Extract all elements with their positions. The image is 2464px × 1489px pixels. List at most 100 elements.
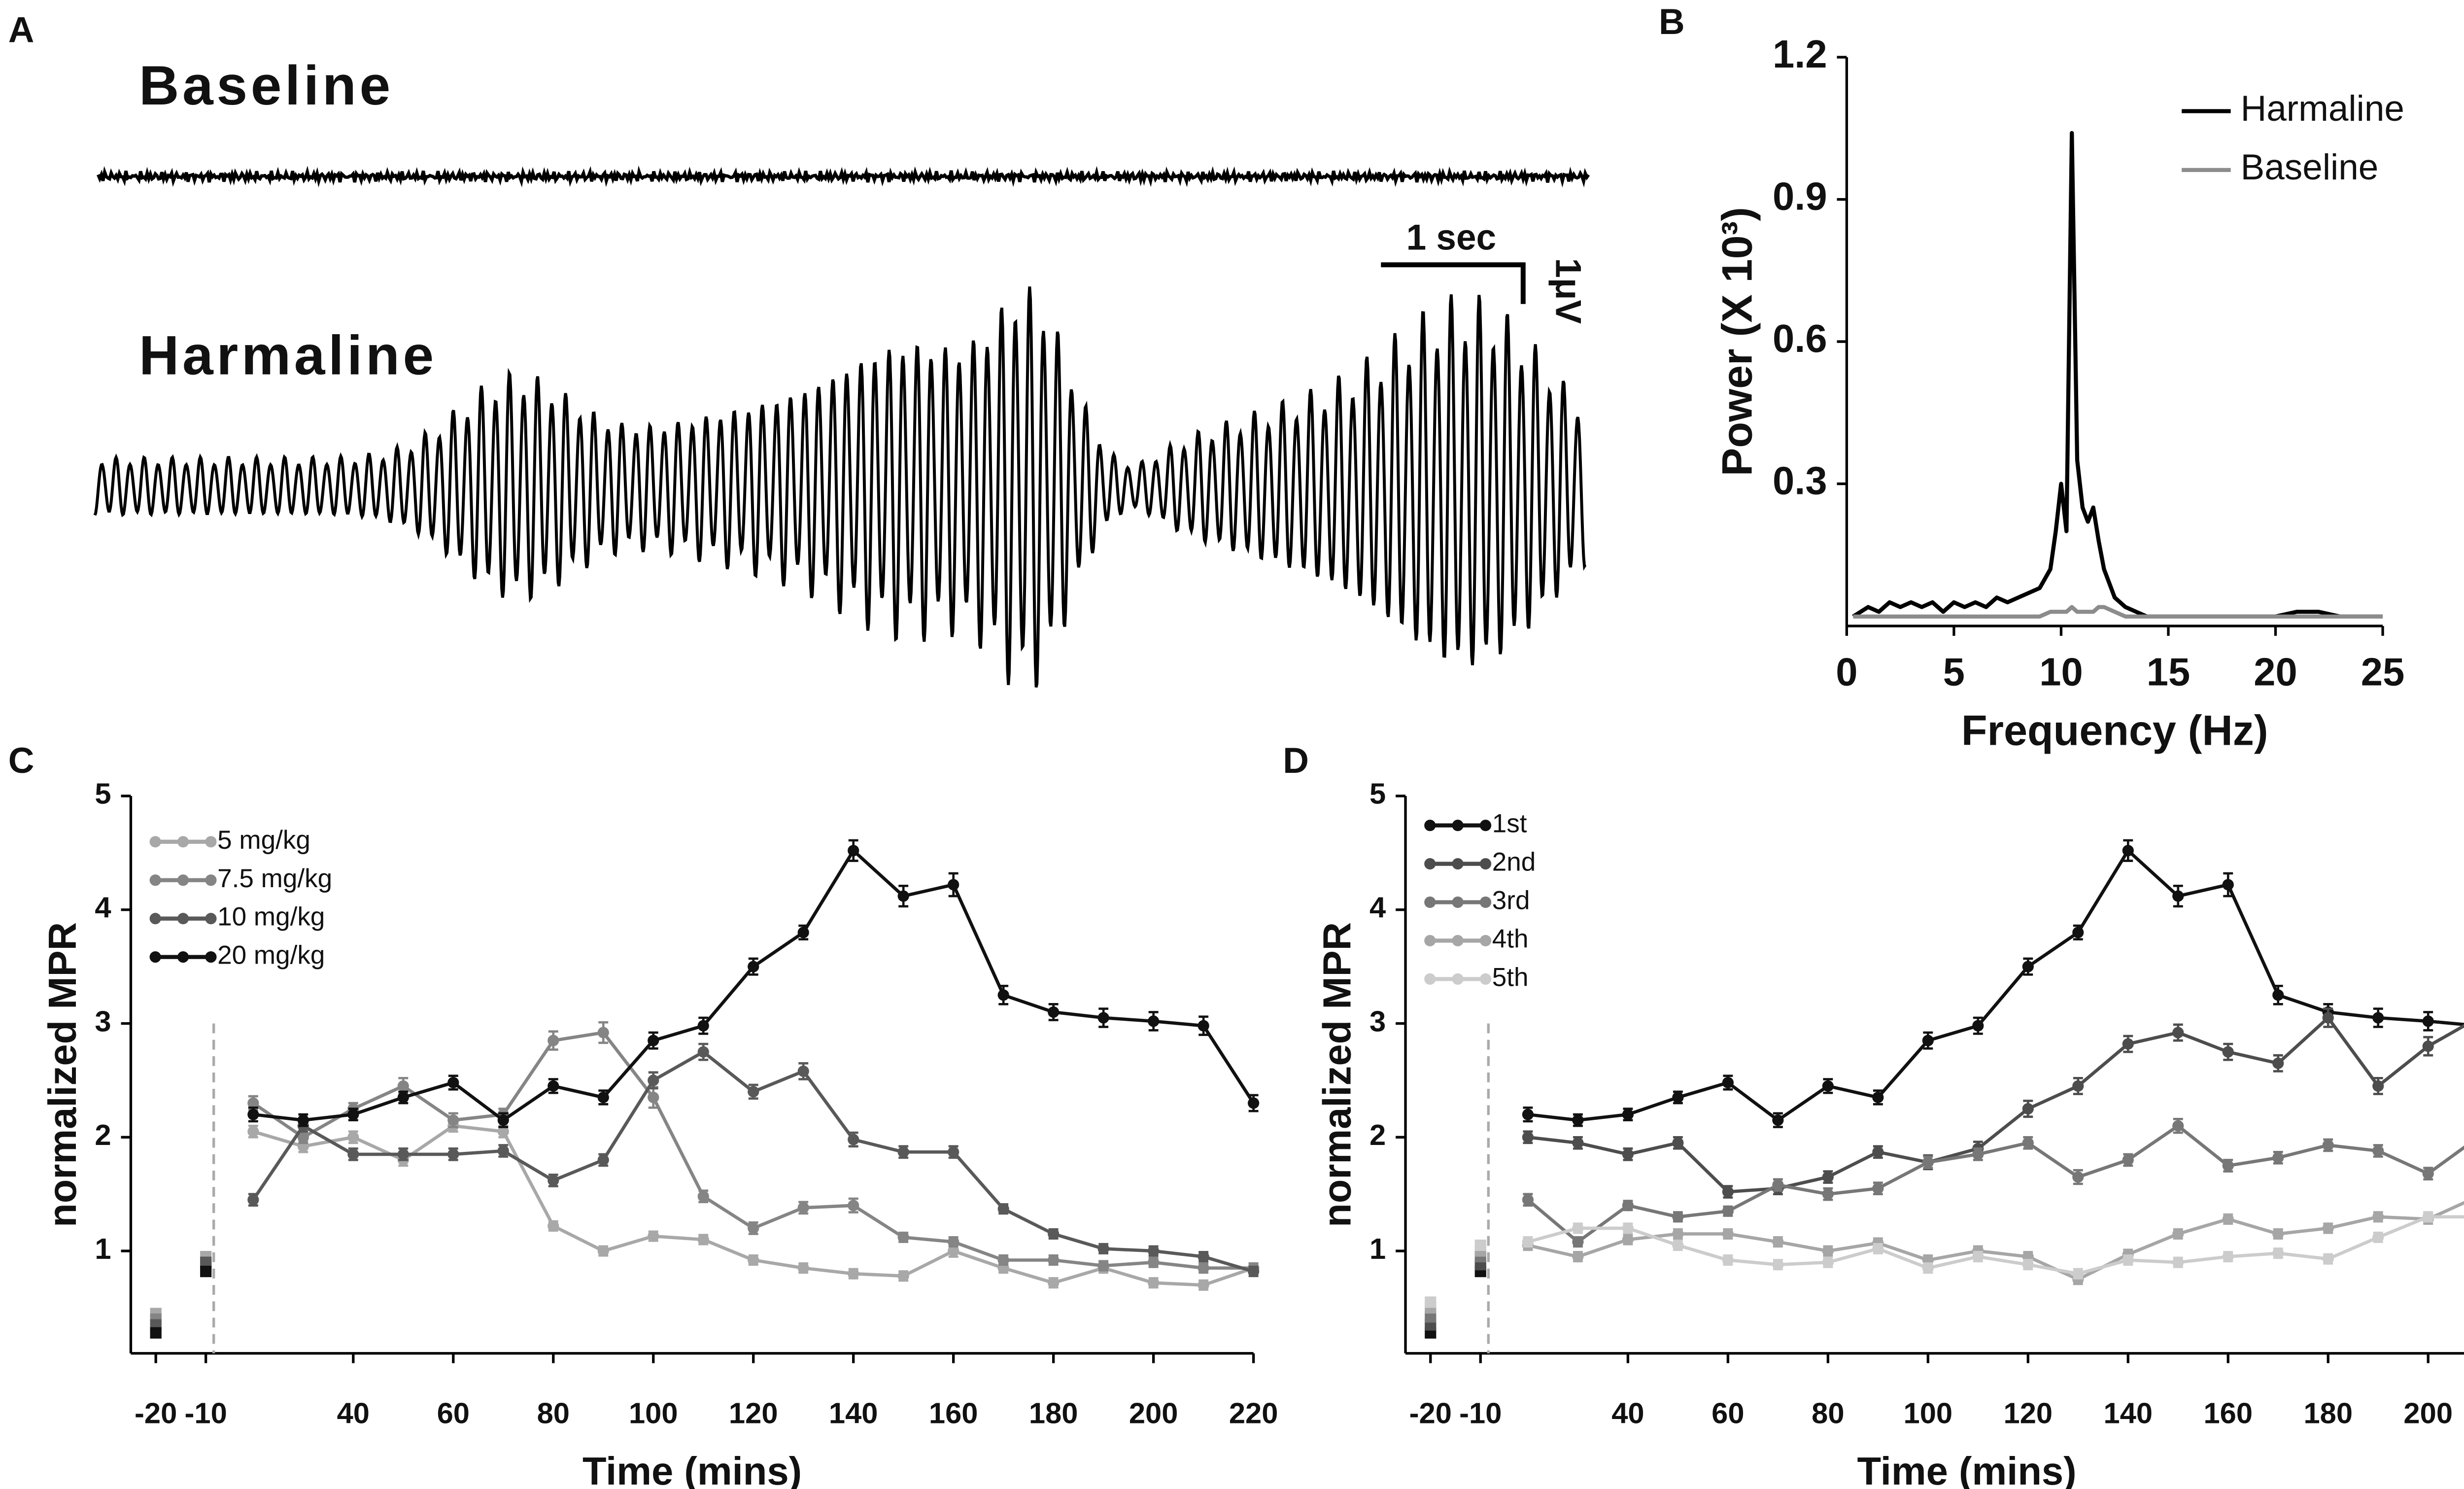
legend-dot [177, 913, 189, 925]
panel-label: A [8, 10, 34, 50]
marker [397, 1091, 409, 1104]
x-tick-label: 80 [537, 1397, 570, 1430]
x-tick-label: 5 [1943, 650, 1965, 694]
marker [297, 1114, 309, 1126]
marker [1148, 1256, 1160, 1268]
y-axis-label: Power (X 10³) [1714, 207, 1761, 476]
panel: C 1 2 3 4 5 -20 -10 40 60 80 100 120 140 160 180 200 220 T… [8, 741, 1278, 1489]
y-tick-label: 5 [95, 777, 111, 810]
legend-dot [177, 951, 189, 963]
marker [1772, 1236, 1784, 1248]
marker [948, 1245, 959, 1257]
marker [1198, 1262, 1209, 1274]
marker [2172, 1256, 2184, 1268]
marker [748, 961, 759, 972]
marker [2072, 927, 2084, 938]
series-line [1527, 1201, 2464, 1281]
marker [548, 1035, 559, 1046]
marker [397, 1080, 409, 1092]
marker [2122, 1038, 2134, 1050]
marker [1772, 1259, 1784, 1271]
marker [2072, 1171, 2084, 1183]
marker [347, 1148, 359, 1160]
x-tick-label: 10 [2039, 650, 2083, 694]
y-tick-label: 5 [1369, 777, 1386, 810]
legend-dot [1424, 935, 1436, 947]
marker [1972, 1148, 1984, 1160]
y-tick-label: 0.9 [1773, 174, 1827, 218]
legend-label: Harmaline [2241, 89, 2404, 129]
marker [1922, 1156, 1934, 1168]
legend-dot [149, 874, 161, 886]
marker [897, 1146, 909, 1158]
marker [2022, 1259, 2034, 1271]
marker [697, 1046, 709, 1058]
marker [2422, 1040, 2434, 1052]
marker [748, 1222, 759, 1234]
marker [948, 1146, 959, 1158]
marker [1522, 1108, 1534, 1120]
marker [697, 1234, 709, 1246]
marker [1872, 1091, 1884, 1104]
y-tick-label: 3 [1369, 1004, 1386, 1038]
legend-dot [149, 951, 161, 963]
marker [1672, 1091, 1684, 1104]
marker [1048, 1006, 1060, 1018]
marker [1198, 1250, 1209, 1263]
legend-label: 20 mg/kg [217, 941, 325, 970]
legend-dot [1424, 820, 1436, 831]
legend-label: 3rd [1492, 886, 1530, 915]
marker [897, 1231, 909, 1243]
marker [2422, 1015, 2434, 1027]
marker [1097, 1260, 1109, 1272]
x-axis-label: Frequency (Hz) [1961, 707, 2268, 755]
marker [597, 1091, 609, 1104]
legend-dot [1479, 896, 1492, 908]
marker [447, 1148, 459, 1160]
series-line [1528, 849, 2464, 1122]
marker [2322, 1012, 2334, 1024]
marker [1097, 1012, 1109, 1024]
y-tick-label: 2 [95, 1118, 111, 1151]
marker-square [200, 1265, 212, 1278]
x-tick-label: -20 [135, 1397, 177, 1430]
marker [1672, 1211, 1684, 1223]
y-tick-label: 1.2 [1773, 32, 1827, 76]
marker [2172, 1228, 2184, 1240]
marker [247, 1097, 259, 1109]
marker [1248, 1265, 1260, 1278]
y-axis-label: normalized MPR [1315, 922, 1359, 1227]
marker [548, 1175, 559, 1186]
x-tick-label: 180 [1029, 1397, 1078, 1430]
x-tick-label: 80 [1812, 1397, 1844, 1430]
marker [548, 1220, 559, 1232]
baseline-trace [97, 165, 1590, 188]
marker [2072, 1268, 2084, 1280]
marker [848, 1134, 859, 1145]
marker [1672, 1239, 1684, 1251]
panel-label: B [1659, 2, 1685, 42]
marker [2172, 1120, 2184, 1132]
marker [1097, 1243, 1109, 1255]
marker [347, 1108, 359, 1120]
legend-dot [1452, 896, 1464, 908]
marker [597, 1154, 609, 1166]
marker [397, 1148, 409, 1160]
panel: B 0.3 0.6 0.9 1.2 0 5 10 15 20 25 Frequency (Hz) Pow… [1659, 2, 2404, 755]
marker [2272, 1057, 2284, 1069]
legend-dot [1424, 973, 1436, 985]
legend-dot [205, 913, 217, 925]
x-axis-label: Time (mins) [582, 1449, 802, 1489]
x-tick-label: 140 [2104, 1397, 2153, 1430]
x-tick-label: 200 [2403, 1397, 2453, 1430]
marker [2022, 1103, 2034, 1115]
series-line [1528, 1016, 2464, 1194]
marker [997, 989, 1009, 1001]
x-tick-label: -10 [1459, 1397, 1502, 1430]
marker [997, 1254, 1009, 1266]
legend-dot [1479, 858, 1492, 870]
marker [247, 1126, 259, 1138]
marker [2122, 845, 2134, 857]
marker [1672, 1137, 1684, 1149]
marker [1622, 1200, 1634, 1212]
